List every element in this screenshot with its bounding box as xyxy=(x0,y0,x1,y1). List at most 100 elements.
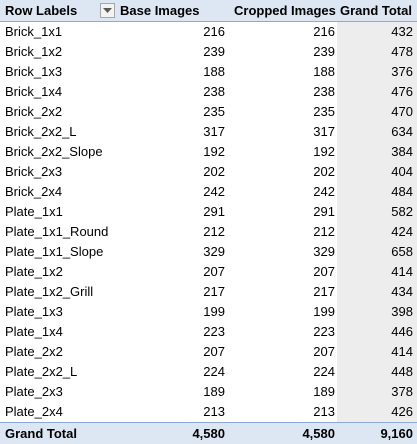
cropped-images-cell[interactable]: 212 xyxy=(313,224,335,239)
grand-total-cell[interactable]: 378 xyxy=(337,382,417,402)
table-row: Plate_1x2_Grill 217 217 434 xyxy=(0,282,417,302)
base-images-cell[interactable]: 199 xyxy=(203,304,225,319)
row-label-cell[interactable]: Brick_2x2 xyxy=(5,104,63,119)
grand-total-cell[interactable]: 376 xyxy=(337,62,417,82)
base-images-cell[interactable]: 212 xyxy=(203,224,225,239)
row-label-cell[interactable]: Brick_2x2_L xyxy=(5,124,77,139)
base-images-cell[interactable]: 192 xyxy=(203,144,225,159)
grand-total-cell[interactable]: 634 xyxy=(337,122,417,142)
base-images-cell[interactable]: 317 xyxy=(203,124,225,139)
cropped-images-header[interactable]: Cropped Images xyxy=(234,3,336,18)
grand-total-cell[interactable]: 432 xyxy=(337,22,417,42)
grand-total-cell[interactable]: 434 xyxy=(337,282,417,302)
row-label-cell[interactable]: Plate_1x3 xyxy=(5,304,63,319)
row-labels-header[interactable]: Row Labels xyxy=(0,0,117,21)
base-images-cell[interactable]: 213 xyxy=(203,404,225,419)
base-images-cell[interactable]: 207 xyxy=(203,264,225,279)
grand-total-label[interactable]: Grand Total xyxy=(5,426,77,441)
base-images-header[interactable]: Base Images xyxy=(120,3,200,18)
row-label-cell[interactable]: Plate_2x4 xyxy=(5,404,63,419)
base-images-cell[interactable]: 224 xyxy=(203,364,225,379)
cropped-images-cell[interactable]: 216 xyxy=(313,24,335,39)
row-label-cell[interactable]: Brick_2x2_Slope xyxy=(5,144,103,159)
row-label-cell[interactable]: Brick_2x4 xyxy=(5,184,63,199)
cropped-images-cell[interactable]: 213 xyxy=(313,404,335,419)
base-images-cell[interactable]: 188 xyxy=(203,64,225,79)
grand-total-cell[interactable]: 476 xyxy=(337,82,417,102)
row-label-cell[interactable]: Plate_1x4 xyxy=(5,324,63,339)
table-row: Brick_1x2 239 239 478 xyxy=(0,42,417,62)
row-label-cell[interactable]: Brick_1x3 xyxy=(5,64,63,79)
cropped-images-cell[interactable]: 189 xyxy=(313,384,335,399)
base-images-cell[interactable]: 216 xyxy=(203,24,225,39)
base-images-cell[interactable]: 291 xyxy=(203,204,225,219)
cropped-images-cell[interactable]: 235 xyxy=(313,104,335,119)
grand-total-header[interactable]: Grand Total xyxy=(340,3,412,18)
table-row: Plate_2x2_L 224 224 448 xyxy=(0,362,417,382)
row-label-cell[interactable]: Plate_2x3 xyxy=(5,384,63,399)
grand-total-cell[interactable]: 446 xyxy=(337,322,417,342)
base-images-cell[interactable]: 223 xyxy=(203,324,225,339)
table-row: Plate_1x1 291 291 582 xyxy=(0,202,417,222)
table-row: Plate_2x4 213 213 426 xyxy=(0,402,417,422)
cropped-images-cell[interactable]: 207 xyxy=(313,344,335,359)
row-label-cell[interactable]: Plate_2x2 xyxy=(5,344,63,359)
grand-total-cell[interactable]: 448 xyxy=(337,362,417,382)
row-label-cell[interactable]: Plate_1x1_Round xyxy=(5,224,109,239)
base-images-cell[interactable]: 217 xyxy=(203,284,225,299)
grand-total-cell[interactable]: 424 xyxy=(337,222,417,242)
table-row: Plate_1x1_Slope 329 329 658 xyxy=(0,242,417,262)
grand-total-cell[interactable]: 484 xyxy=(337,182,417,202)
grand-total-row: Grand Total 4,580 4,580 9,160 xyxy=(0,422,417,444)
row-label-cell[interactable]: Plate_1x1_Slope xyxy=(5,244,104,259)
cropped-images-cell[interactable]: 317 xyxy=(313,124,335,139)
row-label-cell[interactable]: Brick_1x1 xyxy=(5,24,63,39)
table-row: Plate_1x4 223 223 446 xyxy=(0,322,417,342)
base-images-cell[interactable]: 238 xyxy=(203,84,225,99)
grand-total-cell[interactable]: 658 xyxy=(337,242,417,262)
grand-total-cell[interactable]: 426 xyxy=(337,402,417,422)
row-label-cell[interactable]: Plate_2x2_L xyxy=(5,364,78,379)
base-images-cell[interactable]: 242 xyxy=(203,184,225,199)
grand-total-cell[interactable]: 470 xyxy=(337,102,417,122)
grand-total-cell[interactable]: 414 xyxy=(337,342,417,362)
base-images-cell[interactable]: 202 xyxy=(203,164,225,179)
cropped-images-cell[interactable]: 188 xyxy=(313,64,335,79)
table-row: Brick_2x2 235 235 470 xyxy=(0,102,417,122)
cropped-images-cell[interactable]: 242 xyxy=(313,184,335,199)
grand-total-cell[interactable]: 414 xyxy=(337,262,417,282)
cropped-images-cell[interactable]: 217 xyxy=(313,284,335,299)
row-label-cell[interactable]: Brick_2x3 xyxy=(5,164,63,179)
cropped-images-cell[interactable]: 199 xyxy=(313,304,335,319)
cropped-images-cell[interactable]: 238 xyxy=(313,84,335,99)
grand-total-cell[interactable]: 478 xyxy=(337,42,417,62)
base-images-cell[interactable]: 207 xyxy=(203,344,225,359)
cropped-images-cell[interactable]: 329 xyxy=(313,244,335,259)
grand-total-cell[interactable]: 404 xyxy=(337,162,417,182)
base-images-cell[interactable]: 189 xyxy=(203,384,225,399)
base-images-cell[interactable]: 329 xyxy=(203,244,225,259)
cropped-images-cell[interactable]: 291 xyxy=(313,204,335,219)
grand-total-cell[interactable]: 384 xyxy=(337,142,417,162)
grand-total-cell[interactable]: 582 xyxy=(337,202,417,222)
row-label-cell[interactable]: Plate_1x2_Grill xyxy=(5,284,94,299)
grand-total-base-images[interactable]: 4,580 xyxy=(192,426,225,441)
filter-dropdown-arrow-icon[interactable] xyxy=(100,3,115,18)
base-images-cell[interactable]: 235 xyxy=(203,104,225,119)
grand-total-sum[interactable]: 9,160 xyxy=(337,423,417,444)
cropped-images-cell[interactable]: 239 xyxy=(313,44,335,59)
cropped-images-cell[interactable]: 192 xyxy=(313,144,335,159)
cropped-images-cell[interactable]: 202 xyxy=(313,164,335,179)
cropped-images-cell[interactable]: 224 xyxy=(313,364,335,379)
table-row: Brick_2x3 202 202 404 xyxy=(0,162,417,182)
cropped-images-cell[interactable]: 207 xyxy=(313,264,335,279)
row-label-cell[interactable]: Brick_1x4 xyxy=(5,84,63,99)
row-label-cell[interactable]: Plate_1x1 xyxy=(5,204,63,219)
base-images-cell[interactable]: 239 xyxy=(203,44,225,59)
row-label-cell[interactable]: Brick_1x2 xyxy=(5,44,63,59)
row-label-cell[interactable]: Plate_1x2 xyxy=(5,264,63,279)
grand-total-cell[interactable]: 398 xyxy=(337,302,417,322)
grand-total-cropped-images[interactable]: 4,580 xyxy=(302,426,335,441)
table-row: Plate_2x2 207 207 414 xyxy=(0,342,417,362)
cropped-images-cell[interactable]: 223 xyxy=(313,324,335,339)
